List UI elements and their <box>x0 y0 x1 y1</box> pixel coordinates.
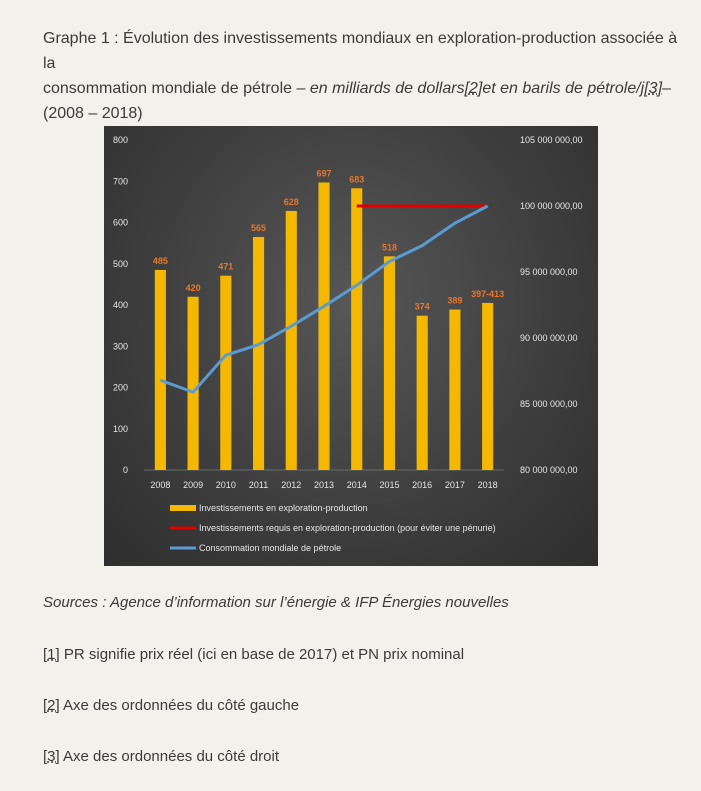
bar-data-label: 389 <box>447 296 462 306</box>
right-axis-tick-label: 100 000 000,00 <box>520 201 583 211</box>
footnote-number-1[interactable]: [1] <box>43 646 60 663</box>
x-axis-tick-label: 2017 <box>445 480 465 490</box>
right-axis-tick-label: 85 000 000,00 <box>520 399 578 409</box>
chart-caption: Graphe 1 : Évolution des investissements… <box>43 26 683 126</box>
right-axis-tick-label: 80 000 000,00 <box>520 465 578 475</box>
caption-line-2-plain: consommation mondiale de pétrole – <box>43 80 310 97</box>
legend-label: Consommation mondiale de pétrole <box>199 543 341 553</box>
footnote-text-3: Axe des ordonnées du côté droit <box>59 748 280 765</box>
bar-data-label: 397-413 <box>471 289 504 299</box>
legend-label: Investissements requis en exploration-pr… <box>199 523 496 533</box>
bar <box>416 315 428 470</box>
footnote-text-1: PR signifie prix réel (ici en base de 20… <box>59 646 465 663</box>
bar <box>154 269 166 470</box>
caption-unit-left: en milliards de dollars <box>309 80 465 97</box>
bar <box>482 302 494 470</box>
footnote-3: [3] Axe des ordonnées du côté droit <box>43 748 279 765</box>
footnote-1: [1] PR signifie prix réel (ici en base d… <box>43 646 464 663</box>
bar <box>220 275 232 470</box>
left-axis-tick-label: 400 <box>113 300 128 310</box>
x-axis-tick-label: 2009 <box>183 480 203 490</box>
right-axis-tick-label: 95 000 000,00 <box>520 267 578 277</box>
bar-data-label: 628 <box>284 197 299 207</box>
combo-chart: 0 100 200 300 400 500 600 700 800 80 000 000,00 85… <box>113 135 583 553</box>
footnote-link-3[interactable]: [3] <box>644 80 663 97</box>
bar-data-label: 420 <box>186 283 201 293</box>
bar-data-label: 374 <box>415 302 430 312</box>
x-axis-tick-label: 2011 <box>249 480 268 490</box>
left-axis-tick-label: 100 <box>113 424 128 434</box>
left-axis-tick-label: 600 <box>113 218 128 228</box>
footnote-text-2: Axe des ordonnées du côté gauche <box>59 697 300 714</box>
bar-data-label: 518 <box>382 242 397 252</box>
bar <box>252 236 265 470</box>
bar <box>351 188 363 470</box>
bar-data-label: 697 <box>316 168 331 178</box>
x-axis-tick-label: 2016 <box>412 480 432 490</box>
sources-text: Sources : Agence d’information sur l’éne… <box>43 594 509 611</box>
left-axis-tick-label: 300 <box>113 341 128 351</box>
x-axis-tick-label: 2015 <box>379 480 399 490</box>
chart-image: 0 100 200 300 400 500 600 700 800 80 000 000,00 85… <box>104 126 598 566</box>
x-axis-tick-label: 2014 <box>347 480 367 490</box>
bar-data-label: 471 <box>218 262 233 272</box>
footnote-2: [2] Axe des ordonnées du côté gauche <box>43 697 299 714</box>
x-axis-tick-label: 2012 <box>281 480 301 490</box>
caption-line-2: consommation mondiale de pétrole – en mi… <box>43 76 683 101</box>
left-axis-tick-label: 500 <box>113 259 128 269</box>
footnote-link-2[interactable]: [2] <box>464 80 483 97</box>
bar <box>449 309 461 470</box>
footnote-number-2[interactable]: [2] <box>43 697 60 714</box>
caption-line-1: Graphe 1 : Évolution des investissements… <box>43 30 678 72</box>
right-axis-tick-label: 105 000 000,00 <box>520 135 583 145</box>
bar <box>318 182 330 471</box>
bar <box>383 256 396 470</box>
x-axis-tick-label: 2008 <box>150 480 170 490</box>
footnote-number-3[interactable]: [3] <box>43 748 60 765</box>
legend-label: Investissements en exploration-productio… <box>199 503 368 513</box>
x-axis-tick-label: 2013 <box>314 480 334 490</box>
bar-data-label: 485 <box>153 256 168 266</box>
bar-data-label: 683 <box>349 174 364 184</box>
left-axis-tick-label: 700 <box>113 176 128 186</box>
x-axis-tick-label: 2010 <box>216 480 236 490</box>
bar <box>285 210 297 470</box>
left-axis-tick-label: 200 <box>113 383 128 393</box>
oil-consumption-line <box>159 204 489 394</box>
caption-unit-right: et en barils de pétrole/j <box>482 80 645 97</box>
bar-data-label: 565 <box>251 223 266 233</box>
legend-swatch-bar <box>170 505 196 511</box>
caption-dash: – <box>662 80 671 97</box>
left-axis-tick-label: 800 <box>113 135 128 145</box>
left-axis-tick-label: 0 <box>123 465 128 475</box>
caption-line-3: (2008 – 2018) <box>43 105 143 122</box>
bar <box>187 296 199 470</box>
x-axis-tick-label: 2018 <box>478 480 498 490</box>
right-axis-tick-label: 90 000 000,00 <box>520 333 578 343</box>
